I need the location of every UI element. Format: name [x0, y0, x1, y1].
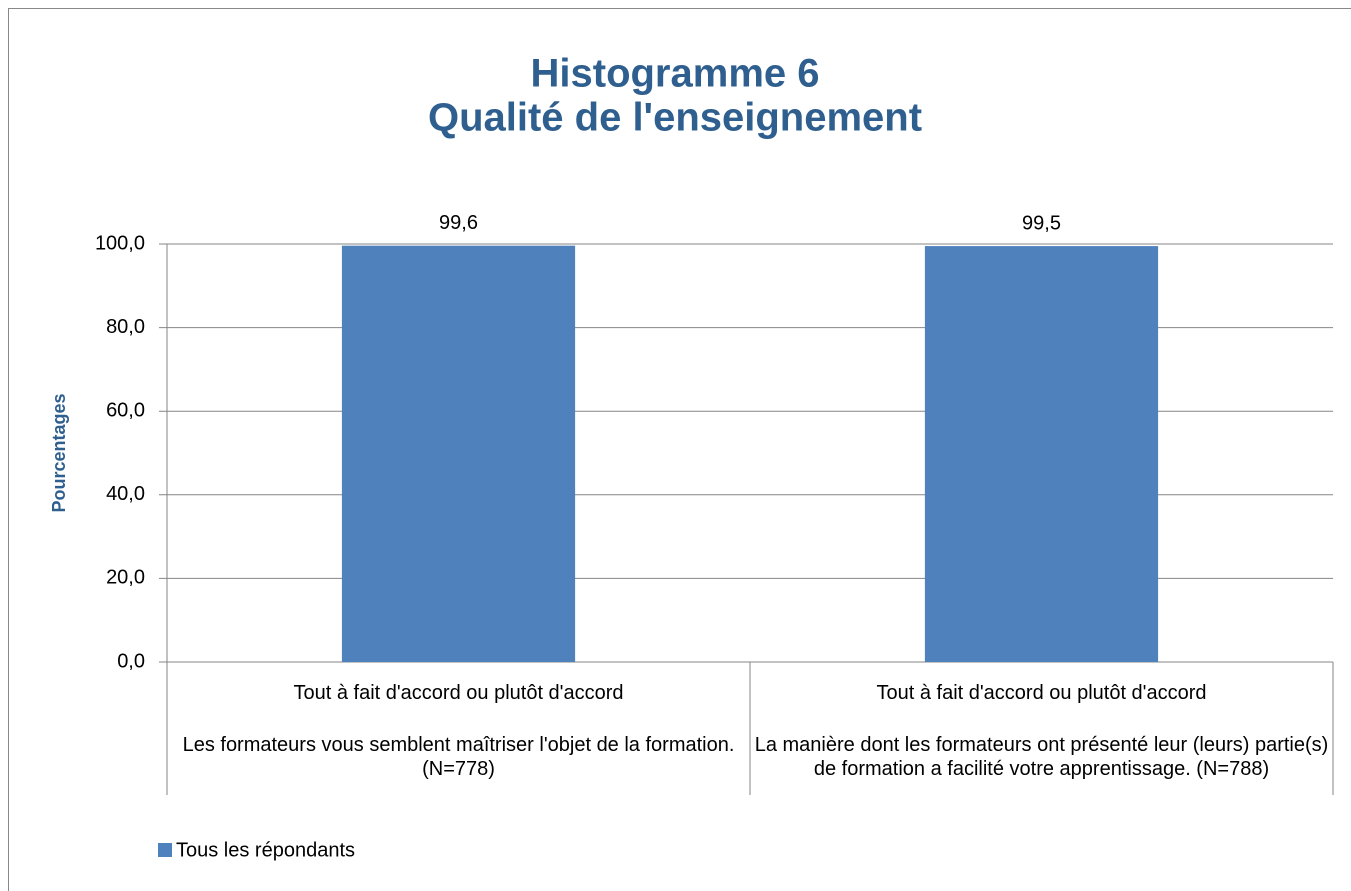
chart-border	[8, 8, 1351, 891]
x-group-label: La manière dont les formateurs ont prése…	[754, 734, 1329, 780]
y-axis-label: Pourcentages	[49, 393, 69, 512]
bar	[341, 245, 576, 662]
y-tick-label: 100,0	[95, 232, 145, 254]
y-tick-label: 60,0	[106, 399, 145, 421]
data-label: 99,5	[1022, 212, 1061, 234]
y-tick-label: 0,0	[117, 650, 145, 672]
legend-swatch	[158, 843, 172, 857]
y-tick-label: 80,0	[106, 316, 145, 338]
data-label: 99,6	[439, 212, 478, 234]
x-tick-label: Tout à fait d'accord ou plutôt d'accord	[293, 682, 624, 704]
y-tick-label: 40,0	[106, 483, 145, 505]
chart-title: Histogramme 6	[531, 52, 820, 96]
chart-subtitle: Qualité de l'enseignement	[428, 96, 922, 140]
legend-label: Tous les répondants	[176, 839, 355, 861]
x-tick-label: Tout à fait d'accord ou plutôt d'accord	[876, 682, 1207, 704]
x-group-label: Les formateurs vous semblent maîtriser l…	[182, 734, 735, 780]
y-tick-label: 20,0	[106, 567, 145, 589]
bar	[924, 246, 1159, 662]
